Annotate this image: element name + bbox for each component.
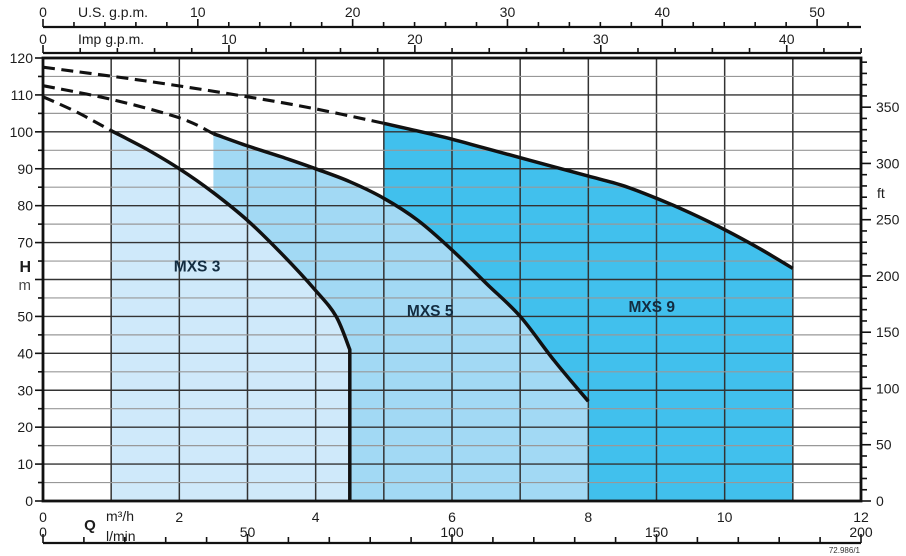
axis-titles: U.S. g.p.m. Imp g.p.m. H m Q m³/h l/min … [19,4,885,555]
tick-label-h: 0 [25,493,33,509]
tick-label-m3h: 6 [448,509,456,525]
tick-label-imp-gpm: 30 [593,31,609,47]
region-label-mxs-5: MXS 5 [407,303,454,320]
imp-gpm-axis-title: Imp g.p.m. [78,31,144,47]
ft-axis-unit: ft [877,185,885,201]
tick-label-h: 20 [17,419,33,435]
tick-label-ft: 200 [876,268,900,284]
tick-label-us-gpm: 40 [654,4,670,20]
dashed-curve-mxs-3 [42,95,112,133]
tick-label-imp-gpm: 10 [221,31,237,47]
tick-label-h: 110 [11,87,34,103]
tick-label-lmin: 50 [240,524,256,540]
us-gpm-axis-title: U.S. g.p.m. [78,4,148,20]
gridlines [43,58,861,501]
tick-label-ft: 100 [876,380,900,396]
tick-label-imp-gpm: 40 [779,31,795,47]
lmin-axis-unit: l/min [106,528,136,544]
tick-label-h: 90 [17,161,33,177]
head-axis-title: H [19,259,31,276]
curve-mxs-9 [383,121,794,270]
region-label-mxs-9: MXS 9 [628,299,675,316]
tick-label-h: 40 [17,345,33,361]
tick-label-ft: 0 [876,493,884,509]
tick-label-imp-gpm: 0 [39,31,47,47]
tick-label-imp-gpm: 20 [407,31,423,47]
tick-label-us-gpm: 0 [39,4,47,20]
region-labels: MXS 3 MXS 5 MXS 9 [174,259,676,320]
dashed-curve-mxs-5 [42,84,215,136]
tick-label-h: 100 [10,124,34,140]
tick-label-us-gpm: 10 [190,4,206,20]
m3h-axis-unit: m³/h [106,508,134,524]
tick-label-us-gpm: 30 [500,4,516,20]
tick-label-h: 30 [17,382,33,398]
tick-label-m3h: 0 [39,509,47,525]
axes: 0 10 20 30 40 500 10 20 30 4001020304050708090100… [10,4,900,545]
tick-label-h: 80 [17,198,33,214]
tick-label-m3h: 8 [584,509,592,525]
tick-label-h: 50 [17,308,33,324]
drawing-reference: 72.986/1 [829,546,861,555]
dashed-curve-mxs-9 [42,65,385,125]
tick-label-m3h: 10 [717,509,733,525]
tick-label-h: 120 [10,50,34,66]
tick-label-ft: 300 [876,155,900,171]
tick-label-h: 70 [17,235,33,251]
tick-label-m3h: 12 [853,509,869,525]
tick-label-ft: 50 [876,437,892,453]
tick-label-ft: 350 [876,99,900,115]
curve-mxs-3 [110,129,352,501]
tick-label-ft: 150 [876,324,900,340]
tick-label-m3h: 4 [312,509,320,525]
flow-axis-title-q: Q [84,517,96,534]
tick-label-lmin: 100 [440,524,464,540]
tick-label-lmin: 150 [645,524,669,540]
head-axis-unit-m: m [19,277,32,294]
curve-mxs-5 [212,132,590,403]
tick-label-lmin: 200 [849,524,873,540]
tick-label-us-gpm: 20 [345,4,361,20]
tick-label-h: 10 [17,456,33,472]
tick-label-ft: 250 [876,212,900,228]
region-label-mxs-3: MXS 3 [174,259,221,276]
tick-label-m3h: 2 [175,509,183,525]
tick-label-us-gpm: 50 [809,4,825,20]
tick-label-lmin: 0 [39,524,47,540]
pump-curves [42,65,794,501]
